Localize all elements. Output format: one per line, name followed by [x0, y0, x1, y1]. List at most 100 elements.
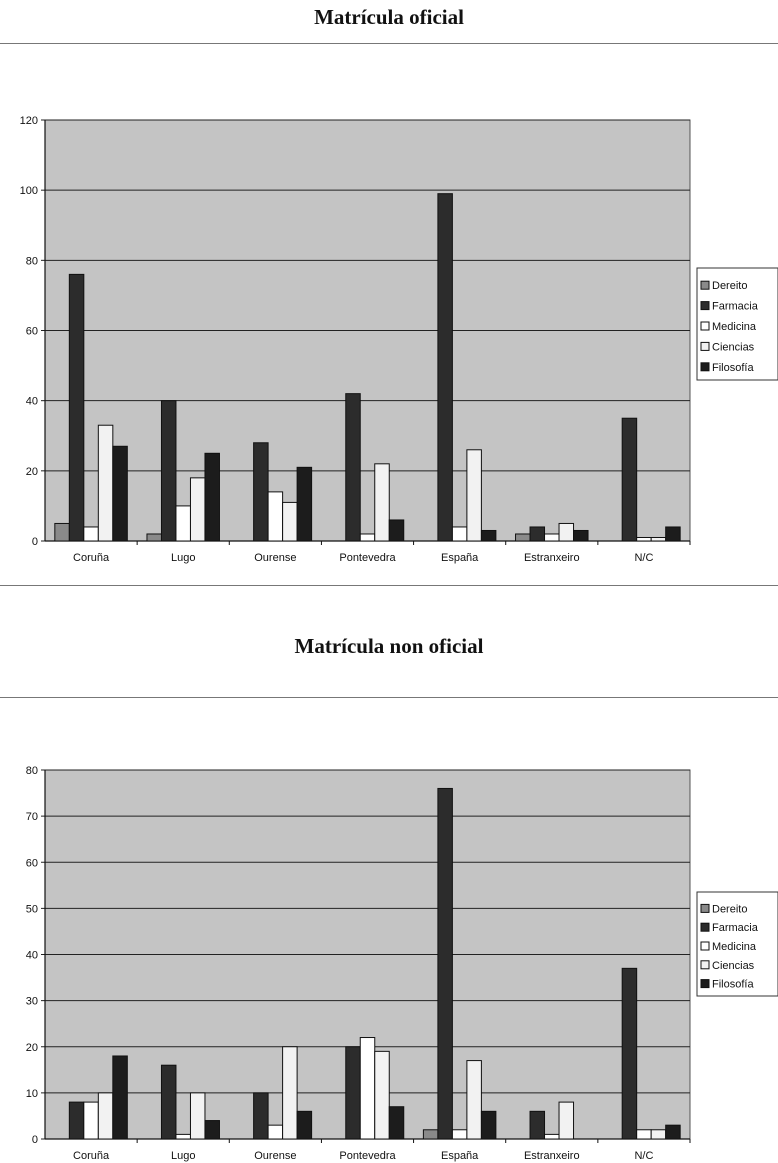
bar-farmacia [253, 1092, 269, 1140]
legend-box [696, 891, 778, 997]
chart-1-title: Matrícula oficial [314, 5, 464, 29]
legend-swatch-farmacia [700, 922, 710, 932]
title-divider-top [0, 43, 778, 44]
x-tick-label: Coruña [73, 1150, 110, 1162]
legend-label-farmacia: Farmacia [712, 922, 759, 934]
bar-filosofia [296, 1110, 313, 1140]
bar-medicina [175, 505, 191, 542]
bar-medicina [544, 533, 560, 542]
y-tick-label: 30 [26, 996, 38, 1008]
x-tick-label: Lugo [171, 1150, 195, 1162]
bar-farmacia [345, 1046, 361, 1140]
bar-farmacia [437, 787, 453, 1140]
y-tick-label: 20 [26, 466, 38, 478]
bar-medicina [636, 536, 652, 542]
bar-medicina [451, 526, 468, 542]
bar-medicina [267, 1124, 284, 1140]
bar-ciencias [558, 522, 575, 542]
bar-dereito [54, 522, 70, 542]
bar-farmacia [68, 1101, 85, 1140]
chart-2-title: Matrícula non oficial [294, 634, 484, 658]
bar-farmacia [621, 417, 638, 542]
y-tick-label: 40 [26, 396, 38, 408]
bar-filosofia [204, 452, 220, 542]
bar-ciencias [282, 501, 298, 542]
bar-ciencias [189, 477, 206, 542]
bar-farmacia [345, 393, 361, 542]
bar-dereito [422, 1129, 439, 1140]
bar-ciencias [374, 463, 390, 542]
legend-swatch-filosofia [700, 362, 710, 372]
legend-swatch-medicina [700, 941, 710, 951]
bar-medicina [359, 1037, 376, 1140]
legend-label-dereito: Dereito [712, 280, 747, 292]
bar-filosofia [296, 466, 313, 542]
x-tick-label: N/C [634, 552, 653, 564]
y-tick-label: 40 [26, 950, 38, 962]
bar-farmacia [68, 273, 85, 542]
x-tick-label: Lugo [171, 552, 195, 564]
y-tick-label: 10 [26, 1088, 38, 1100]
bar-ciencias [189, 1092, 206, 1140]
x-tick-label: Estranxeiro [524, 1150, 580, 1162]
y-tick-label: 100 [20, 185, 38, 197]
bar-medicina [83, 1101, 99, 1140]
bar-medicina [359, 533, 376, 542]
legend-label-ciencias: Ciencias [712, 341, 755, 353]
x-tick-label: España [441, 552, 479, 564]
x-tick-label: Ourense [254, 1150, 296, 1162]
bar-ciencias [466, 1060, 482, 1140]
bar-farmacia [621, 967, 638, 1140]
legend-label-dereito: Dereito [712, 903, 747, 915]
bar-filosofia [204, 1120, 220, 1140]
bar-medicina [175, 1133, 191, 1140]
bar-farmacia [253, 442, 269, 542]
chart-divider [0, 585, 778, 586]
bar-ciencias [374, 1050, 390, 1140]
legend-label-medicina: Medicina [712, 321, 757, 333]
bar-filosofia [665, 1124, 681, 1140]
y-tick-label: 60 [26, 857, 38, 869]
bar-filosofia [665, 526, 681, 542]
legend-label-medicina: Medicina [712, 941, 757, 953]
legend-swatch-ciencias [700, 341, 710, 351]
legend-swatch-dereito [700, 903, 710, 913]
bar-medicina [636, 1129, 652, 1140]
bar-farmacia [160, 400, 177, 542]
bar-medicina [451, 1129, 468, 1140]
title-divider-bottom [0, 697, 778, 698]
bar-filosofia [112, 445, 128, 542]
bar-farmacia [529, 1110, 546, 1140]
bar-filosofia [112, 1055, 128, 1140]
x-tick-label: Ourense [254, 552, 296, 564]
bar-filosofia [480, 529, 497, 542]
bar-filosofia [573, 529, 589, 542]
y-tick-label: 0 [32, 536, 38, 548]
bar-medicina [267, 491, 284, 542]
bar-ciencias [282, 1046, 298, 1140]
x-tick-label: Pontevedra [339, 1150, 396, 1162]
legend-label-filosofia: Filosofía [712, 979, 754, 991]
bar-chart-matricula-oficial: 0 20 40 60 80 100 120 Coruña Lugo Ourense Ponteved… [20, 115, 778, 564]
x-tick-label: N/C [634, 1150, 653, 1162]
bar-dereito [146, 533, 162, 542]
y-tick-label: 60 [26, 326, 38, 338]
legend-label-farmacia: Farmacia [712, 301, 759, 313]
bar-ciencias [650, 1129, 667, 1140]
legend-swatch-filosofia [700, 979, 710, 989]
legend-label-ciencias: Ciencias [712, 960, 755, 972]
bar-ciencias [466, 449, 482, 542]
y-tick-label: 120 [20, 115, 38, 127]
bar-dereito [515, 533, 531, 542]
legend-swatch-medicina [700, 321, 710, 331]
y-tick-label: 0 [32, 1134, 38, 1146]
bar-ciencias [558, 1101, 575, 1140]
y-tick-label: 80 [26, 765, 38, 777]
legend-label-filosofia: Filosofía [712, 362, 754, 374]
bar-chart-matricula-non-oficial: 0 10 20 30 40 50 60 70 80 Coruña Lugo Ourense Pontev… [26, 765, 778, 1162]
bar-ciencias [97, 424, 114, 542]
legend-swatch-dereito [700, 280, 710, 290]
bar-filosofia [388, 1106, 405, 1140]
legend-box [696, 267, 778, 381]
bar-farmacia [437, 193, 453, 542]
